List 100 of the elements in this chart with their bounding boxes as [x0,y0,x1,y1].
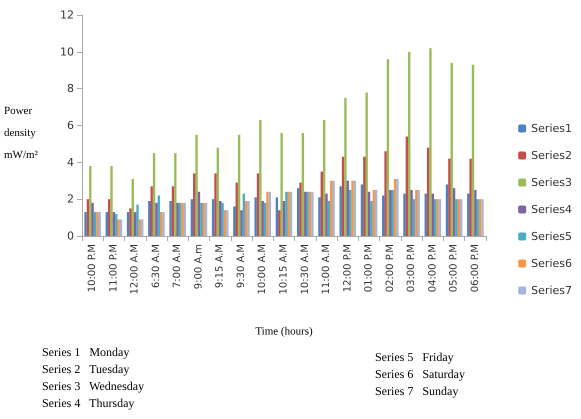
bar [290,192,292,236]
bar [450,62,453,236]
bar [396,178,399,236]
bar [247,201,250,236]
bar [330,180,332,236]
x-tick-label: 12:00 A.M [130,244,141,294]
bar [158,195,160,236]
bar [221,202,224,236]
bar [98,212,101,236]
bar [86,199,90,236]
x-tick-label: 6:30 A.M [150,244,162,288]
x-tick-label: 10:15 A.M [278,244,290,294]
bar [320,172,323,236]
bar [372,190,375,236]
y-tick-label: 6 [67,119,74,132]
bar [434,199,436,236]
bar [370,201,373,236]
x-tick-label: 11:00 P.M [108,244,120,292]
bar [219,201,222,236]
x-tick-label: 7:00 A.M [172,244,184,288]
y-tick-label: 4 [67,156,74,169]
y-tick-label: 10 [60,45,74,58]
bar [134,212,136,236]
bar [288,192,290,236]
bar [469,158,472,236]
bar [190,199,194,236]
x-tick-label: 01:00 P.M [364,244,375,292]
bar [339,186,342,236]
bar [346,180,349,236]
legend-label: Series6 [531,257,572,270]
x-tick-label: 9:00 A.m [193,244,204,290]
bar [474,190,477,236]
x-tick-label: 04:00 P.M [427,244,438,292]
bar [268,192,272,236]
bar [112,212,116,236]
bar [129,208,132,236]
x-tick-label: 12:00 P.M [342,244,354,292]
bar [278,210,280,236]
x-tick-label: 11:00 A.M [321,244,332,294]
bar [91,202,94,236]
bar [436,199,439,236]
bar [389,190,392,236]
legend-label: Series4 [531,203,572,216]
text: Series 7 Sunday [375,384,458,398]
bar [115,214,118,236]
bar [432,194,434,236]
y-tick-label: 12 [60,8,74,22]
bar [138,219,142,236]
bar [193,173,196,236]
y-axis-title: Power density mW/m² [4,105,39,161]
bar [106,212,108,236]
bar [276,197,278,236]
x-tick-label: 05:00 P.M [448,244,460,292]
bar [141,219,144,236]
text: Series 5 Friday [375,350,454,364]
bar [245,201,248,236]
bar [212,199,214,236]
bar [478,199,482,236]
bar [238,134,240,236]
legend-label: Series7 [531,284,572,297]
bar [328,201,330,236]
bar [181,202,184,236]
bar [117,219,120,236]
bar [96,212,99,236]
x-tick-label: 9:30 A.M [236,244,247,288]
bar [184,202,186,236]
bar [233,206,236,236]
bar [236,182,238,236]
bar [448,158,451,236]
x-tick-label: 10:00 P.M [87,244,98,292]
bar [467,194,470,236]
bar [202,202,205,236]
bar [476,199,479,236]
bar [304,192,306,236]
bar [374,190,378,236]
x-tick-label: 9:15 A.M [214,244,226,288]
text: Series 6 Saturday [375,367,465,381]
legend-label: Series1 [531,122,572,135]
x-tick-label: 10:00 A.M [257,244,268,294]
bar [460,199,462,236]
bar [410,190,413,236]
bar [264,202,266,236]
bar [108,199,110,236]
bar [242,194,246,236]
bar [311,192,314,236]
bar [195,134,198,236]
legend-label: Series2 [531,149,572,162]
x-tick-label: 02:00 P.M [384,244,396,292]
legend-label: Series5 [531,230,572,243]
bar [226,210,229,236]
bar [332,180,335,236]
bar [408,52,410,236]
bar [306,192,309,236]
bar [176,202,179,236]
bar [348,190,352,236]
text: Series 4 Thursday [42,396,134,410]
bar [254,197,257,236]
bar [363,156,366,236]
text: Series 2 Tuesday [42,362,130,376]
bar [296,188,300,236]
